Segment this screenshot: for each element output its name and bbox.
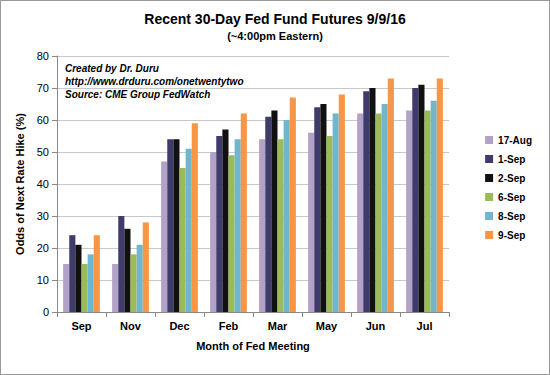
svg-text:Month of Fed Meeting: Month of Fed Meeting bbox=[196, 340, 310, 352]
svg-text:80: 80 bbox=[37, 50, 49, 62]
svg-text:(~4:00pm Eastern): (~4:00pm Eastern) bbox=[227, 30, 323, 42]
svg-text:17-Aug: 17-Aug bbox=[498, 135, 532, 146]
svg-text:60: 60 bbox=[37, 114, 49, 126]
svg-text:Mar: Mar bbox=[268, 320, 288, 332]
svg-text:Feb: Feb bbox=[219, 320, 239, 332]
svg-text:30: 30 bbox=[37, 210, 49, 222]
svg-text:Created by Dr. Duru: Created by Dr. Duru bbox=[65, 63, 159, 74]
svg-text:6-Sep: 6-Sep bbox=[498, 192, 525, 203]
svg-text:Sep: Sep bbox=[71, 320, 91, 332]
svg-text:1-Sep: 1-Sep bbox=[498, 154, 525, 165]
svg-text:2-Sep: 2-Sep bbox=[498, 173, 525, 184]
svg-text:Dec: Dec bbox=[169, 320, 189, 332]
svg-text:Recent 30-Day Fed Fund Futures: Recent 30-Day Fed Fund Futures 9/9/16 bbox=[144, 11, 406, 27]
svg-text:20: 20 bbox=[37, 242, 49, 254]
svg-text:Source: CME Group FedWatch: Source: CME Group FedWatch bbox=[65, 89, 210, 100]
svg-text:0: 0 bbox=[43, 306, 49, 318]
svg-text:70: 70 bbox=[37, 82, 49, 94]
svg-text:Jun: Jun bbox=[366, 320, 386, 332]
svg-text:40: 40 bbox=[37, 178, 49, 190]
svg-text:50: 50 bbox=[37, 146, 49, 158]
svg-text:10: 10 bbox=[37, 274, 49, 286]
svg-text:8-Sep: 8-Sep bbox=[498, 211, 525, 222]
svg-text:Nov: Nov bbox=[120, 320, 142, 332]
svg-text:http://www.drduru.com/onetwent: http://www.drduru.com/onetwentytwo bbox=[65, 76, 244, 87]
svg-text:Jul: Jul bbox=[417, 320, 433, 332]
svg-text:Odds of Next Rate Hike (%): Odds of Next Rate Hike (%) bbox=[14, 113, 26, 255]
svg-text:May: May bbox=[316, 320, 338, 332]
svg-text:9-Sep: 9-Sep bbox=[498, 230, 525, 241]
